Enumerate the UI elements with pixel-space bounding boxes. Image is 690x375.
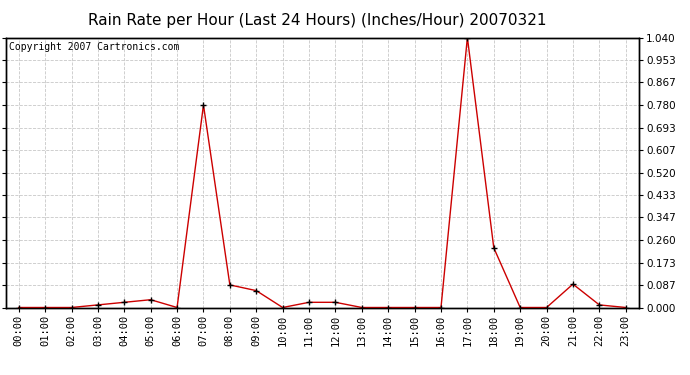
Text: Copyright 2007 Cartronics.com: Copyright 2007 Cartronics.com <box>9 42 179 51</box>
Text: Rain Rate per Hour (Last 24 Hours) (Inches/Hour) 20070321: Rain Rate per Hour (Last 24 Hours) (Inch… <box>88 13 546 28</box>
